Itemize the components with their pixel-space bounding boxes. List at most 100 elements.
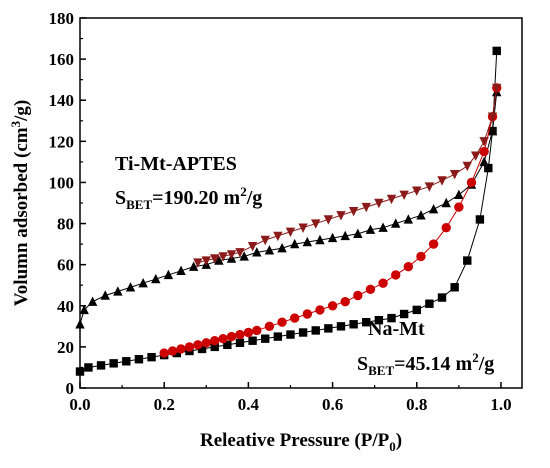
ti-surface-area: SBET=190.20 m2/g <box>115 184 262 212</box>
series-triangle-up-point <box>340 230 350 241</box>
na-s-sub: BET <box>368 363 394 378</box>
series-circle-point <box>226 331 237 342</box>
ti-series-name: Ti-Mt-APTES <box>115 153 237 175</box>
series-circle-point <box>159 348 169 358</box>
series-triangle-down-point <box>273 231 283 242</box>
series-circle-point <box>302 309 313 319</box>
series-triangle-up-point <box>327 232 338 243</box>
series-triangle-down-point <box>247 241 258 252</box>
ti-s-sub: BET <box>126 197 152 212</box>
series-triangle-up-point <box>289 238 300 249</box>
series-triangle-down-point <box>470 151 481 161</box>
y-axis-title: Volumn adsorbed (cm3/g) <box>8 100 32 306</box>
series-square-point <box>492 46 501 56</box>
series-circle-point <box>201 338 211 348</box>
series-circle-point <box>218 333 228 344</box>
series-square-point <box>425 299 434 308</box>
x-tick-label: 0.4 <box>238 395 260 414</box>
series-triangle-down-line <box>197 87 498 264</box>
series-circle-point <box>210 336 220 346</box>
na-series-name: Na-Mt <box>368 318 425 340</box>
series-triangle-up-point <box>403 214 414 224</box>
series-triangle-up-point <box>487 125 498 136</box>
series-circle-point <box>167 346 178 356</box>
series-square-point <box>399 309 409 319</box>
series-triangle-up-point <box>252 247 262 257</box>
series-square-point <box>286 330 295 339</box>
series-triangle-down-point <box>437 176 447 186</box>
series-triangle-down-point <box>298 223 308 233</box>
series-square-point <box>484 163 493 173</box>
series-square-point <box>412 305 421 315</box>
series-triangle-up-point <box>214 255 224 265</box>
series-triangle-up-point <box>87 296 98 306</box>
series-triangle-down-point <box>311 219 321 229</box>
series-triangle-down-point <box>285 227 296 237</box>
na-s-sup: 2 <box>472 350 479 365</box>
series-square-point <box>324 324 333 333</box>
series-triangle-down-point <box>386 194 397 205</box>
ti-s-sup: 2 <box>240 184 247 199</box>
y-tick-label: 160 <box>49 50 75 69</box>
series-triangle-up-point <box>113 286 123 296</box>
series-circle-point <box>264 321 275 332</box>
x-axis-title-close: ) <box>396 430 402 451</box>
series-circle-point <box>193 340 203 350</box>
series-triangle-down-point <box>323 215 334 225</box>
series-square-point <box>336 322 346 331</box>
series-circle-line <box>164 87 498 354</box>
series-circle-point <box>176 344 186 354</box>
series-triangle-up-point <box>365 224 376 234</box>
series-circle-point <box>315 305 325 315</box>
series-triangle-up-point <box>353 228 363 239</box>
y-tick-label: 20 <box>57 338 74 357</box>
series-triangle-down-point <box>374 198 384 209</box>
series-triangle-down-point <box>399 190 409 200</box>
series-triangle-down-point <box>492 83 502 94</box>
x-axis-title-main: Releative Pressure (P/P <box>200 430 390 451</box>
ti-s-letter: S <box>115 187 126 209</box>
series-triangle-down-point <box>201 256 211 266</box>
series-triangle-up-point <box>100 290 110 300</box>
series-circle-point <box>441 222 451 233</box>
series-triangle-up-point <box>302 236 313 247</box>
ti-s-value: =190.20 m <box>152 187 240 209</box>
series-circle-point <box>365 284 376 295</box>
x-tick-label: 0.8 <box>406 395 427 414</box>
series-square-point <box>362 318 371 327</box>
series-square-point <box>463 256 472 265</box>
series-circle-point <box>454 202 464 212</box>
y-tick-label: 60 <box>57 256 74 275</box>
series-triangle-down-point <box>412 186 422 196</box>
series-triangle-up-point <box>138 277 148 288</box>
series-triangle-up-point <box>163 269 174 280</box>
series-triangle-down-point <box>218 252 228 262</box>
series-square-point <box>197 344 207 354</box>
y-tick-label: 180 <box>49 9 75 28</box>
series-square-point <box>109 359 118 368</box>
series-triangle-down-point <box>361 202 371 213</box>
series-circle-point <box>428 239 439 249</box>
series-triangle-up-point <box>378 222 388 232</box>
series-square-point <box>374 315 384 325</box>
x-tick-label: 0.2 <box>154 395 175 414</box>
y-axis-title-main: Volumn adsorbed (cm <box>11 127 32 306</box>
series-square-point <box>122 357 131 366</box>
series-circle-point <box>378 278 388 288</box>
x-axis-title: Releative Pressure (P/P0) <box>200 430 402 454</box>
na-surface-area: SBET=45.14 m2/g <box>357 350 494 378</box>
series-circle-point <box>235 329 245 340</box>
series-square-point <box>349 320 358 329</box>
series-triangle-up-point <box>391 218 401 228</box>
series-square-point <box>311 326 320 335</box>
series-triangle-up-point <box>315 234 325 245</box>
series-square-point <box>210 342 219 352</box>
series-triangle-up-point <box>264 245 275 255</box>
plot-frame <box>79 17 523 389</box>
series-square-point <box>223 340 232 350</box>
x-axis-title-sub: 0 <box>389 439 396 454</box>
series-triangle-up-point <box>454 189 464 199</box>
series-circle-point <box>416 251 426 262</box>
na-s-letter: S <box>357 353 368 375</box>
y-tick-label: 140 <box>49 91 75 110</box>
